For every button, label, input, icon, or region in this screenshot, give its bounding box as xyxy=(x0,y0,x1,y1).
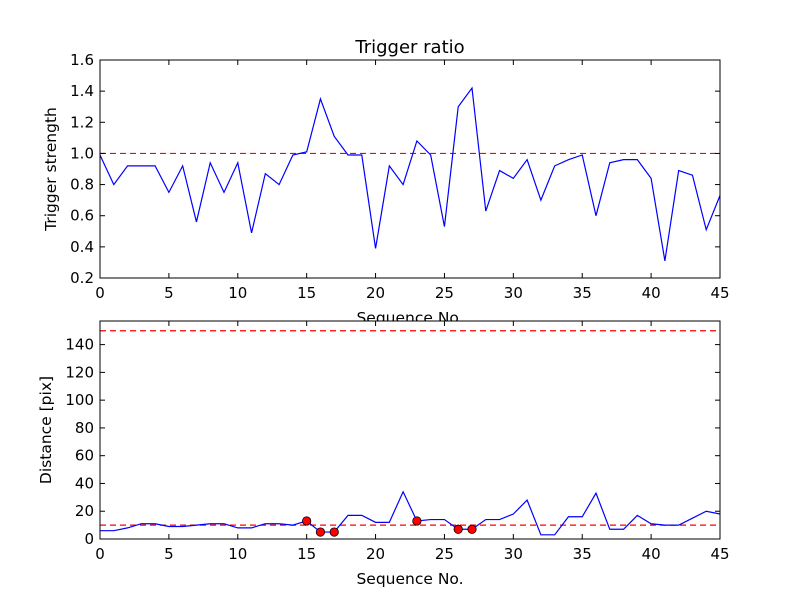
bottom-x-tick-label: 25 xyxy=(435,545,454,563)
top-y-tick-label: 1.4 xyxy=(70,82,94,100)
top-x-tick-label: 20 xyxy=(366,284,385,302)
top-series-line-0 xyxy=(99,86,721,261)
bottom-series xyxy=(100,490,721,536)
top-plot-area xyxy=(100,60,720,278)
top-x-tick-label: 25 xyxy=(435,284,454,302)
bottom-threshold-lines xyxy=(100,330,720,526)
bottom-y-tick-label: 60 xyxy=(75,447,94,465)
top-x-tick-label: 45 xyxy=(710,284,729,302)
top-series xyxy=(99,86,721,261)
bottom-y-axis: 0 20 40 60 80 100 120 140 xyxy=(65,336,720,548)
bottom-marker-point xyxy=(412,516,422,526)
top-x-tick-label: 15 xyxy=(297,284,316,302)
top-y-axis-label: Trigger strength xyxy=(42,107,60,232)
bottom-x-tick-label: 20 xyxy=(366,545,385,563)
bottom-x-axis-label: Sequence No. xyxy=(356,570,463,588)
bottom-y-tick-label: 140 xyxy=(65,336,94,354)
bottom-x-tick-label: 30 xyxy=(504,545,523,563)
top-x-tick-label: 40 xyxy=(642,284,661,302)
top-plot-frame xyxy=(99,59,721,279)
bottom-series-line-0 xyxy=(100,490,721,536)
top-x-tick-label: 35 xyxy=(573,284,592,302)
bottom-y-tick-label: 80 xyxy=(75,419,94,437)
top-y-axis: 0.2 0.4 0.6 0.8 1.0 1.2 1.4 1.6 xyxy=(70,51,720,287)
top-y-tick-label: 0.4 xyxy=(70,238,94,256)
bottom-y-axis-label: Distance [pix] xyxy=(37,376,55,484)
top-x-tick-label: 0 xyxy=(95,284,105,302)
bottom-marker-point xyxy=(315,527,326,537)
bottom-chart: 0 5 10 15 20 25 30 35 40 45 0 20 40 60 80 100 120 140 Se… xyxy=(37,320,730,588)
bottom-x-tick-label: 10 xyxy=(228,545,247,563)
bottom-x-axis: 0 5 10 15 20 25 30 35 40 45 xyxy=(95,321,730,563)
bottom-x-tick-label: 0 xyxy=(95,545,105,563)
bottom-x-tick-label: 40 xyxy=(642,545,661,563)
top-chart-title: Trigger ratio xyxy=(354,37,464,58)
bottom-x-tick-label: 5 xyxy=(164,545,174,563)
top-x-tick-label: 30 xyxy=(504,284,523,302)
top-chart: Trigger ratio 0 5 10 15 20 25 30 35 40 45 0.20.40… xyxy=(42,37,730,327)
top-x-axis: 0 5 10 15 20 25 30 35 40 45 xyxy=(95,60,730,302)
bottom-plot-area xyxy=(100,321,720,539)
bottom-y-tick-label: 100 xyxy=(65,391,94,409)
bottom-y-tick-label: 0 xyxy=(84,530,94,548)
top-y-tick-label: 1.0 xyxy=(70,144,94,162)
bottom-markers xyxy=(302,516,477,537)
bottom-plot-frame xyxy=(99,320,721,540)
bottom-x-tick-label: 35 xyxy=(573,545,592,563)
bottom-y-tick-label: 40 xyxy=(75,474,94,492)
top-x-tick-label: 5 xyxy=(164,284,174,302)
top-x-tick-label: 10 xyxy=(228,284,247,302)
bottom-y-tick-label: 20 xyxy=(75,502,94,520)
bottom-y-tick-label: 120 xyxy=(65,363,94,381)
top-y-tick-label: 0.8 xyxy=(70,176,94,194)
top-y-tick-label: 0.2 xyxy=(70,269,94,287)
bottom-marker-point xyxy=(467,524,477,534)
top-y-tick-label: 0.6 xyxy=(70,207,94,225)
bottom-marker-point xyxy=(329,527,339,537)
bottom-x-tick-label: 15 xyxy=(297,545,316,563)
bottom-x-tick-label: 45 xyxy=(710,545,729,563)
bottom-marker-point xyxy=(302,516,312,526)
top-y-tick-label: 1.2 xyxy=(70,113,94,131)
top-y-tick-label: 1.6 xyxy=(70,51,94,69)
bottom-marker-point xyxy=(453,524,463,534)
